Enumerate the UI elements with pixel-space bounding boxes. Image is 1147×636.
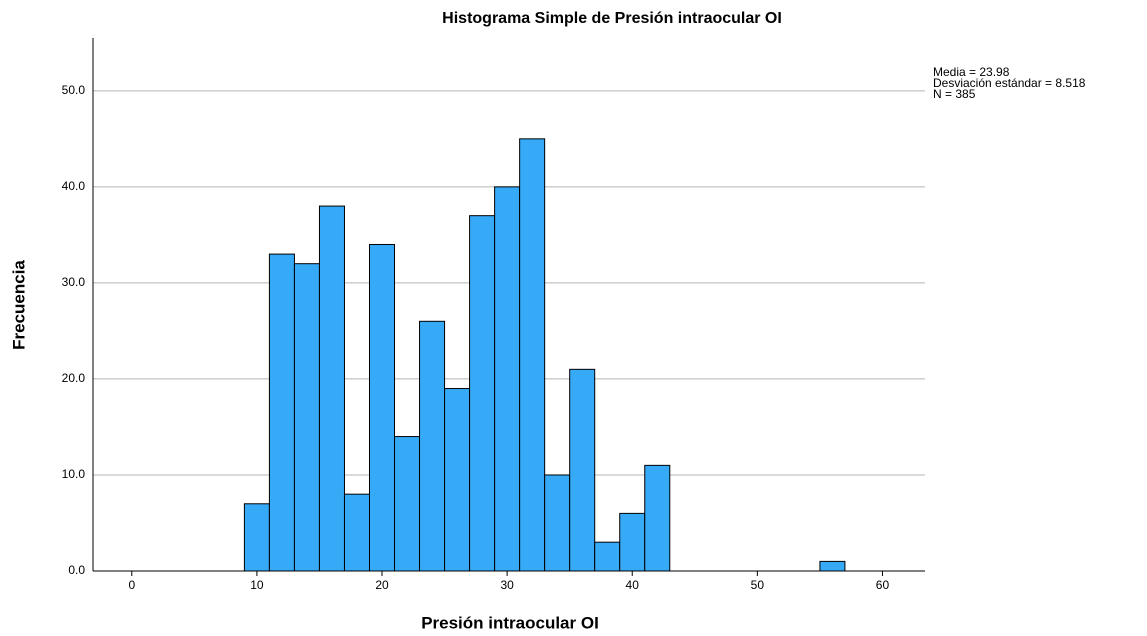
y-tick-label: 0.0 — [68, 563, 85, 577]
bar — [343, 493, 370, 572]
x-tick-label: 0 — [128, 578, 135, 592]
bar — [819, 560, 846, 572]
y-tick-label: 40.0 — [62, 179, 86, 193]
bar — [619, 512, 646, 572]
y-tick-label: 50.0 — [62, 83, 86, 97]
bar — [394, 436, 421, 572]
bar — [268, 253, 295, 572]
bar — [243, 503, 270, 572]
stats-text: N = 385 — [933, 87, 976, 101]
bar — [544, 474, 571, 572]
x-tick-label: 30 — [500, 578, 514, 592]
bar — [594, 541, 621, 572]
x-tick-label: 60 — [876, 578, 890, 592]
x-tick-label: 50 — [751, 578, 765, 592]
y-tick-label: 30.0 — [62, 275, 86, 289]
bar — [469, 215, 496, 572]
bar — [569, 368, 596, 572]
x-axis-label: Presión intraocular OI — [421, 613, 599, 632]
bar — [419, 320, 446, 572]
chart-title: Histograma Simple de Presión intraocular… — [442, 10, 782, 27]
bar — [519, 138, 546, 572]
stats-text: Desviación estándar = 8.518 — [933, 76, 1086, 90]
y-axis-label: Frecuencia — [9, 260, 28, 350]
x-tick-label: 40 — [626, 578, 640, 592]
stats-text: Media = 23.98 — [933, 65, 1010, 79]
bar — [293, 263, 320, 572]
bar — [368, 243, 396, 572]
x-tick-label: 10 — [250, 578, 264, 592]
bar — [644, 464, 671, 572]
y-tick-label: 10.0 — [62, 467, 86, 481]
bar — [318, 205, 345, 572]
bar — [494, 186, 521, 572]
y-tick-label: 20.0 — [62, 371, 86, 385]
x-tick-label: 20 — [375, 578, 389, 592]
bar — [444, 388, 471, 572]
